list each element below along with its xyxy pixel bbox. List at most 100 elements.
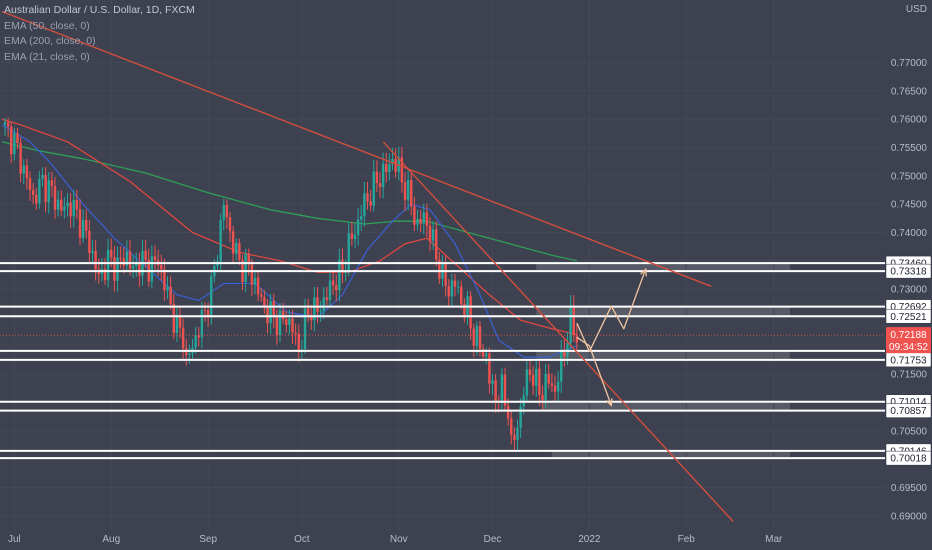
candle-body	[175, 316, 179, 333]
level-price-label[interactable]: 0.70857	[890, 406, 927, 417]
price-axis[interactable]: 0.77000 0.76500 0.76000 0.75500 0.75000 0.745…	[885, 0, 932, 550]
time-axis[interactable]: Jul Aug Sep Oct Nov Dec 2022 Feb Mar	[0, 530, 885, 550]
candle-body	[544, 374, 547, 401]
candle-body	[541, 394, 544, 401]
candle-body	[144, 250, 147, 260]
candle-body	[488, 353, 491, 384]
candle-body	[513, 434, 516, 440]
candle-body	[538, 368, 541, 395]
arrowhead	[605, 398, 613, 407]
candle-body	[288, 318, 291, 325]
level-price-label[interactable]: 0.72692	[890, 302, 927, 313]
time-tick-label: Feb	[678, 534, 696, 545]
level-price-box[interactable]	[885, 450, 932, 466]
candle-body	[456, 286, 460, 288]
candle-body	[138, 263, 141, 276]
candle-body	[350, 233, 354, 240]
candle-body	[306, 308, 310, 315]
candle-body	[6, 122, 10, 127]
candle-body	[94, 251, 97, 270]
candle-body	[547, 374, 550, 384]
candle-body	[3, 122, 7, 125]
level-price-label[interactable]: 0.71014	[890, 397, 927, 408]
candle-body	[206, 310, 210, 317]
candle-body	[378, 183, 382, 188]
candle-body	[388, 164, 391, 172]
candle-body	[310, 314, 313, 321]
time-tick-label: Oct	[294, 534, 310, 545]
candle-body	[425, 212, 429, 226]
candle-body	[78, 209, 82, 238]
current-price-badge[interactable]	[886, 327, 931, 354]
countdown-label[interactable]: 09:34:52	[889, 342, 928, 353]
candle-body	[50, 180, 54, 186]
candle-body	[260, 294, 263, 297]
candle-body	[228, 217, 232, 232]
candle-body	[13, 133, 16, 155]
candle-body	[366, 193, 369, 202]
price-tick-label: 0.77000	[891, 58, 928, 69]
candle-body	[403, 182, 407, 200]
level-price-box[interactable]	[885, 309, 932, 324]
candle-body	[341, 259, 344, 274]
candle-body	[519, 406, 522, 428]
candle-body	[428, 225, 432, 241]
projection-arrows[interactable]	[576, 267, 647, 407]
candle-body	[203, 309, 207, 311]
currency-label: USD	[906, 4, 927, 15]
candle-body	[560, 350, 563, 382]
candle-body	[266, 305, 269, 323]
level-zone	[536, 306, 790, 317]
candle-body	[572, 306, 575, 336]
candle-body	[210, 276, 213, 317]
candle-body	[485, 353, 488, 357]
candle-body	[406, 180, 410, 200]
trendlines[interactable]	[1, 10, 734, 522]
current-price-label[interactable]: 0.72188	[890, 330, 927, 341]
level-price-label[interactable]: 0.70018	[890, 454, 927, 465]
candle-body	[10, 126, 13, 155]
candle-body	[153, 256, 157, 261]
symbol-title[interactable]: Australian Dollar / U.S. Dollar, 1D, FXC…	[4, 4, 195, 16]
candle-body	[128, 251, 132, 269]
candle-body	[469, 296, 472, 329]
candle-body	[375, 171, 379, 184]
price-tick-label: 0.74500	[891, 200, 928, 211]
candle-body	[113, 257, 116, 281]
candle-body	[291, 318, 294, 333]
level-price-label[interactable]: 0.73318	[890, 267, 927, 278]
candle-body	[413, 206, 416, 225]
candle-body	[244, 253, 247, 282]
level-price-box[interactable]	[885, 263, 932, 279]
level-price-label[interactable]: 0.71753	[890, 355, 927, 366]
price-tick-label: 0.74000	[891, 228, 928, 239]
candle-body	[438, 259, 441, 279]
level-price-box[interactable]	[885, 403, 932, 418]
ema50-legend[interactable]: EMA (50, close, 0)	[4, 19, 90, 32]
candle-body	[460, 286, 463, 304]
candle-body	[550, 383, 554, 386]
candle-body	[103, 269, 107, 281]
candle-body	[294, 332, 297, 334]
candle-body	[316, 297, 319, 312]
ema21-legend[interactable]: EMA (21, close, 0)	[4, 50, 90, 63]
candle-body	[325, 297, 329, 301]
trendline[interactable]	[1, 10, 712, 287]
candle-body	[447, 286, 450, 297]
candle-body	[422, 212, 425, 224]
ema200-legend[interactable]: EMA (200, close, 0)	[4, 35, 96, 47]
candle-body	[181, 327, 185, 349]
candle-body	[419, 219, 422, 224]
trendline[interactable]	[382, 141, 734, 522]
candle-body	[106, 249, 110, 281]
candle-body	[188, 353, 191, 356]
level-zone	[542, 401, 790, 411]
candle-body	[463, 303, 466, 315]
level-price-label[interactable]: 0.72521	[890, 312, 927, 323]
time-tick-label: Dec	[484, 534, 502, 545]
level-lines[interactable]	[0, 262, 885, 460]
candle-body	[238, 243, 241, 260]
candle-body	[472, 328, 475, 346]
